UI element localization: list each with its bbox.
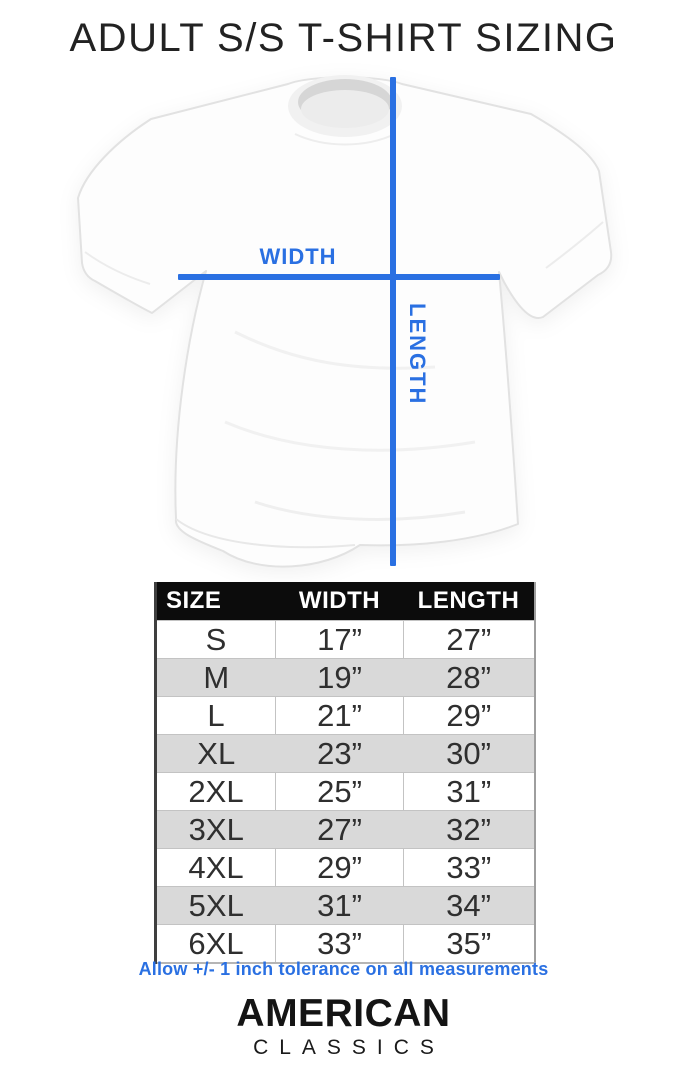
cell-size: 4XL (155, 848, 276, 887)
width-measure-line (178, 274, 500, 280)
cell-length: 33” (403, 848, 535, 887)
cell-length: 31” (403, 772, 535, 811)
cell-length: 29” (403, 696, 535, 735)
table-row: XL 23” 30” (155, 734, 535, 773)
size-table-header: SIZE WIDTH LENGTH (155, 582, 535, 621)
cell-width: 19” (275, 658, 404, 697)
tshirt-image (77, 75, 613, 568)
cell-length: 32” (403, 810, 535, 849)
tshirt-figure: WIDTH LENGTH (55, 72, 630, 577)
table-row: 2XL 25” 31” (155, 772, 535, 811)
cell-length: 35” (403, 924, 535, 964)
cell-width: 17” (275, 620, 404, 659)
tolerance-note: Allow +/- 1 inch tolerance on all measur… (138, 959, 549, 979)
table-row: M 19” 28” (155, 658, 535, 697)
table-row: 6XL 33” 35” (155, 924, 535, 964)
length-measure-line (390, 77, 396, 566)
cell-size: L (155, 696, 276, 735)
header-length: LENGTH (403, 582, 535, 621)
cell-size: 2XL (155, 772, 276, 811)
cell-size: 6XL (155, 924, 276, 964)
header-width: WIDTH (275, 582, 404, 621)
cell-size: S (155, 620, 276, 659)
cell-width: 33” (275, 924, 404, 964)
brand-line1: AMERICAN (236, 992, 451, 1035)
cell-size: XL (155, 734, 276, 773)
table-row: 4XL 29” 33” (155, 848, 535, 887)
cell-width: 23” (275, 734, 404, 773)
cell-size: 3XL (155, 810, 276, 849)
cell-width: 27” (275, 810, 404, 849)
size-table: SIZE WIDTH LENGTH S 17” 27” M 19” 28” L 21” 29” X… (154, 582, 536, 964)
cell-length: 27” (403, 620, 535, 659)
table-row: 3XL 27” 32” (155, 810, 535, 849)
table-row: S 17” 27” (155, 620, 535, 659)
cell-size: 5XL (155, 886, 276, 925)
table-row: L 21” 29” (155, 696, 535, 735)
cell-size: M (155, 658, 276, 697)
cell-width: 31” (275, 886, 404, 925)
brand-line2: CLASSICS (253, 1036, 445, 1059)
page-title: ADULT S/S T-SHIRT SIZING (69, 16, 618, 60)
brand-logo: AMERICAN CLASSICS (0, 994, 687, 1060)
header-size: SIZE (155, 582, 276, 621)
cell-width: 21” (275, 696, 404, 735)
cell-width: 25” (275, 772, 404, 811)
cell-length: 34” (403, 886, 535, 925)
width-label: WIDTH (259, 244, 337, 269)
cell-length: 28” (403, 658, 535, 697)
length-label: LENGTH (405, 303, 430, 406)
cell-width: 29” (275, 848, 404, 887)
size-table-body: S 17” 27” M 19” 28” L 21” 29” XL 23” 30” 2XL 25” 31” 3X… (155, 620, 535, 964)
cell-length: 30” (403, 734, 535, 773)
table-row: 5XL 31” 34” (155, 886, 535, 925)
